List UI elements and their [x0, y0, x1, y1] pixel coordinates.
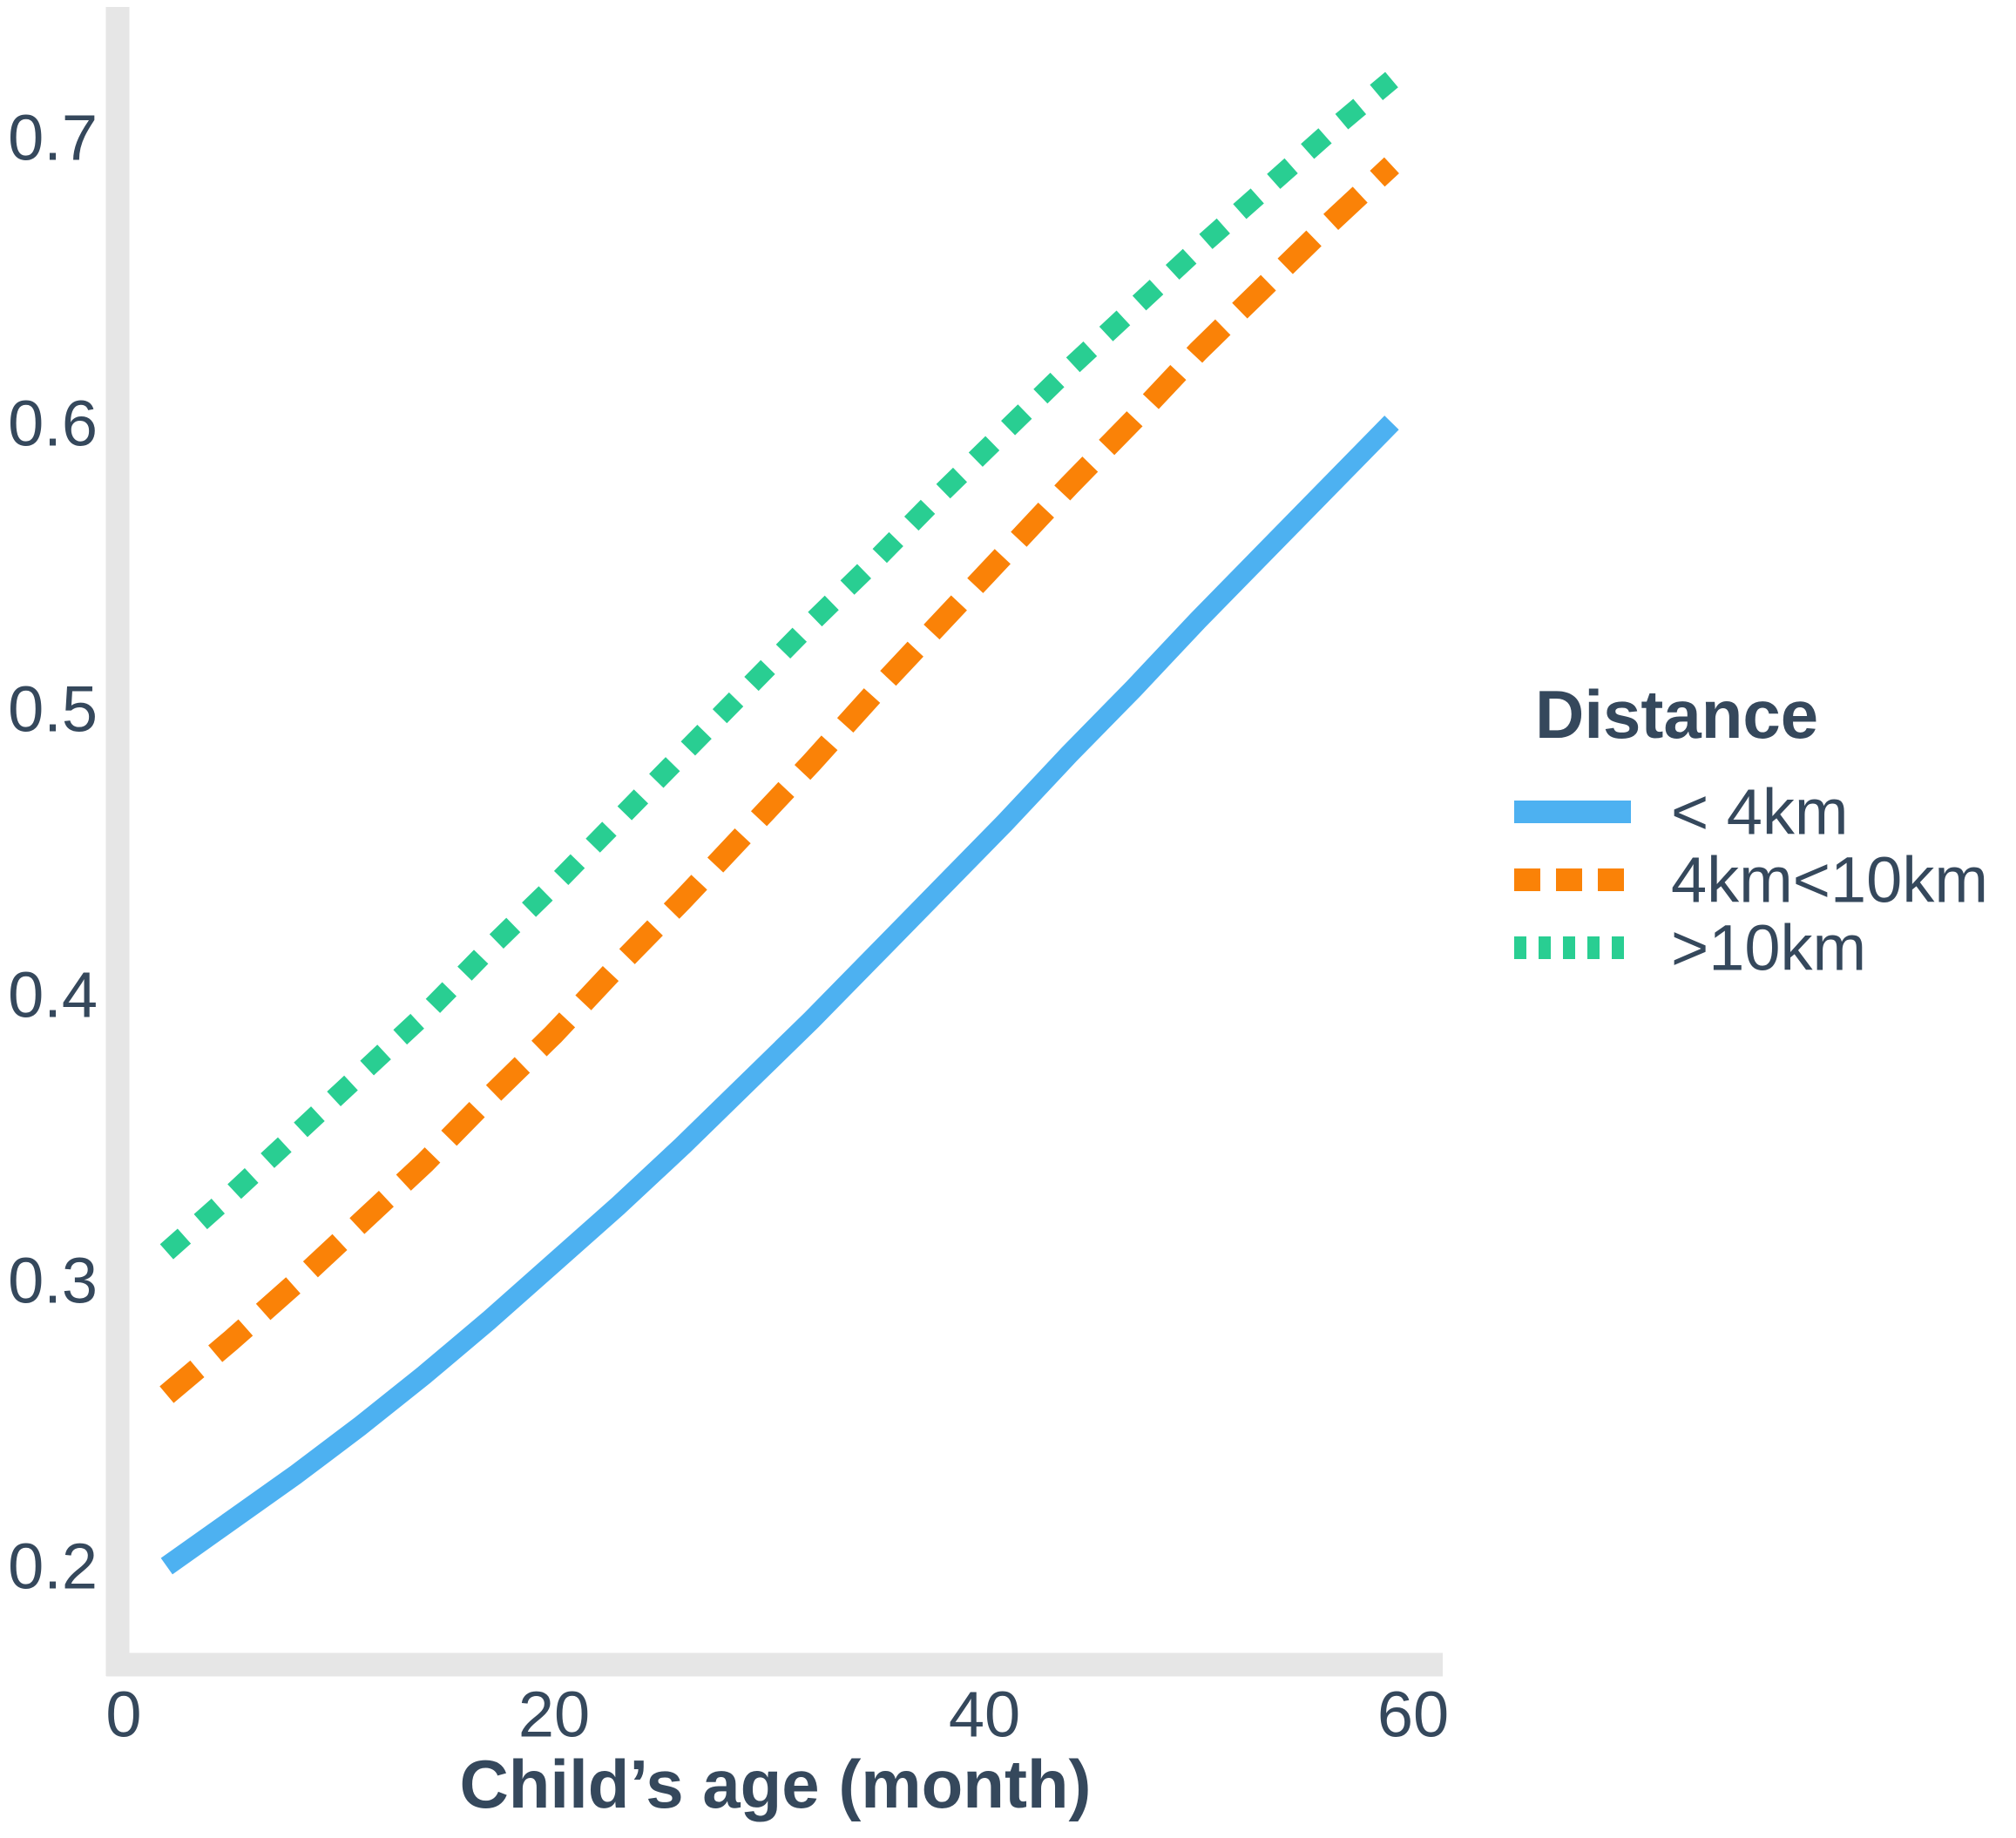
y-tick-label-0-5: 0.5: [8, 673, 98, 746]
y-tick-label-0-4: 0.4: [8, 959, 98, 1031]
legend-label-gt10km: >10km: [1671, 912, 1866, 984]
legend-title: Distance: [1535, 676, 1818, 753]
y-tick-label-0-2: 0.2: [8, 1531, 98, 1603]
x-tick-label-60: 60: [1377, 1679, 1449, 1751]
x-tick-label-40: 40: [949, 1679, 1020, 1751]
x-axis-title: Child’s age (month): [459, 1746, 1091, 1822]
y-tick-label-0-7: 0.7: [8, 102, 98, 174]
x-tick-label-20: 20: [518, 1679, 590, 1751]
legend-label-4km-10km: 4km<10km: [1671, 844, 1988, 916]
series-line-4km-10km: [159, 157, 1399, 1403]
x-tick-label-0: 0: [105, 1679, 141, 1751]
series-line-lt4km: [160, 416, 1399, 1575]
series-line-gt10km: [159, 71, 1398, 1260]
y-tick-label-0-3: 0.3: [8, 1245, 98, 1317]
legend: Distance < 4km 4km<10km >10km: [1514, 676, 1988, 984]
legend-label-lt4km: < 4km: [1671, 776, 1849, 848]
y-tick-label-0-6: 0.6: [8, 388, 98, 460]
